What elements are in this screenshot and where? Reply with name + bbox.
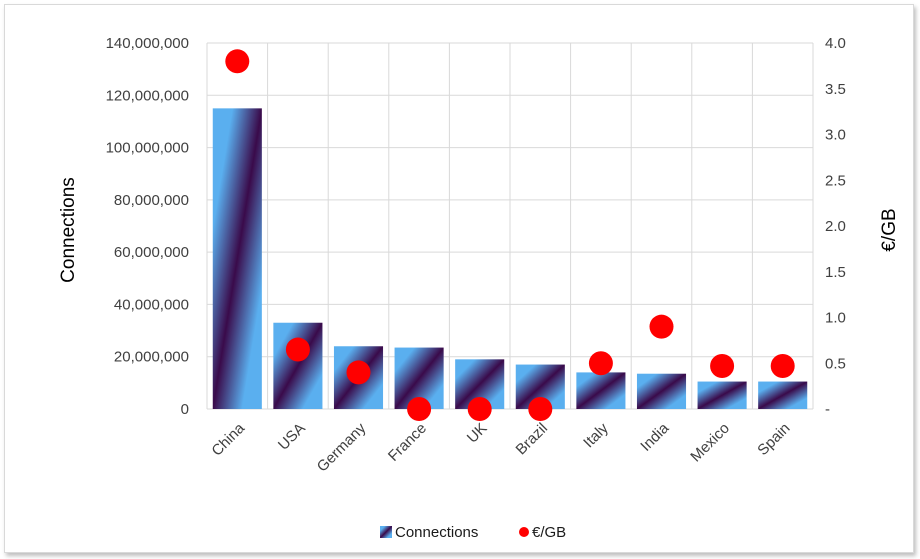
legend-price-swatch <box>519 527 529 537</box>
y2-tick-label: - <box>825 401 830 418</box>
x-tick-label: Italy <box>580 419 612 451</box>
legend-price-label: €/GB <box>532 524 566 541</box>
y-tick-label: 120,000,000 <box>106 87 189 104</box>
price-markers <box>225 49 795 421</box>
y-tick-label: 80,000,000 <box>114 192 189 209</box>
bar <box>576 372 626 409</box>
connections-bars <box>212 108 808 409</box>
y2-tick-label: 1.5 <box>825 264 846 281</box>
x-tick-label: UK <box>464 420 491 447</box>
price-marker <box>528 397 553 421</box>
y2-tick-label: 4.0 <box>825 35 846 52</box>
x-tick-label: Mexico <box>687 420 733 466</box>
chart-container: 0 20,000,000 40,000,000 60,000,000 80,000,00… <box>4 4 914 553</box>
price-marker <box>346 360 371 385</box>
combo-chart: 0 20,000,000 40,000,000 60,000,000 80,000,00… <box>58 35 900 541</box>
y2-tick-label: 2.0 <box>825 218 846 235</box>
price-marker <box>770 353 795 378</box>
y2-tick-label: 3.5 <box>825 81 846 98</box>
price-marker <box>225 49 250 74</box>
x-axis-ticks: China USA Germany France UK Brazil Italy India M… <box>208 419 793 475</box>
y2-tick-label: 3.0 <box>825 127 846 144</box>
bar <box>758 381 808 409</box>
y-tick-label: 100,000,000 <box>106 140 189 157</box>
y-tick-label: 0 <box>181 401 189 418</box>
y2-axis-title: €/GB <box>879 208 900 251</box>
left-axis-ticks: 0 20,000,000 40,000,000 60,000,000 80,000,00… <box>106 35 189 418</box>
x-tick-label: India <box>637 419 672 454</box>
price-marker <box>467 397 492 421</box>
y-tick-label: 140,000,000 <box>106 35 189 52</box>
y-tick-label: 40,000,000 <box>114 296 189 313</box>
bar <box>273 322 323 409</box>
x-tick-label: Germany <box>314 419 370 475</box>
x-tick-label: Spain <box>754 420 793 459</box>
price-marker <box>407 397 432 421</box>
price-marker <box>588 351 613 376</box>
x-tick-label: France <box>385 420 430 465</box>
price-marker <box>710 353 735 378</box>
bar <box>697 381 747 409</box>
price-marker <box>649 314 674 339</box>
x-tick-label: USA <box>275 420 309 454</box>
legend: Connections €/GB <box>380 524 566 541</box>
x-tick-label: China <box>208 419 248 459</box>
y2-tick-label: 2.5 <box>825 172 846 189</box>
legend-connections-label: Connections <box>395 524 478 541</box>
y-tick-label: 60,000,000 <box>114 244 189 261</box>
y2-tick-label: 1.0 <box>825 310 846 327</box>
bar <box>212 108 262 409</box>
price-marker <box>285 337 310 362</box>
gridlines <box>206 42 814 410</box>
legend-connections-swatch <box>380 526 392 538</box>
x-tick-label: Brazil <box>513 420 552 459</box>
y2-tick-label: 0.5 <box>825 355 846 372</box>
y-axis-title: Connections <box>58 177 79 283</box>
right-axis-ticks: - 0.5 1.0 1.5 2.0 2.5 3.0 3.5 4.0 <box>825 35 846 418</box>
y-tick-label: 20,000,000 <box>114 349 189 366</box>
bar <box>636 373 687 409</box>
